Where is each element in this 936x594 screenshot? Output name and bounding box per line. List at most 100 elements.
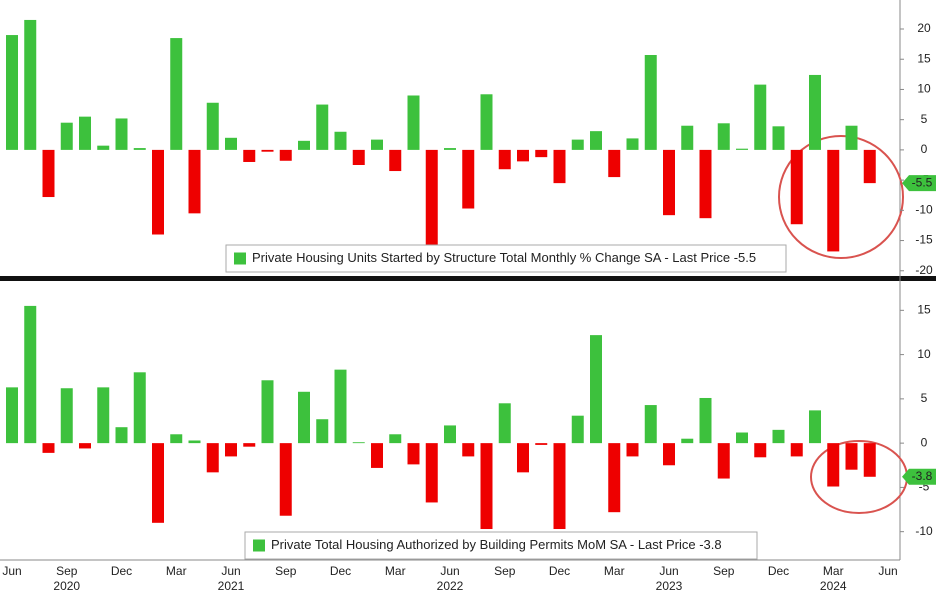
bar xyxy=(334,369,347,444)
bar xyxy=(553,443,566,530)
bar xyxy=(517,149,529,162)
bar xyxy=(571,139,584,150)
bar xyxy=(243,443,256,447)
x-tick-label: Jun xyxy=(221,564,240,578)
legend-swatch xyxy=(253,539,265,552)
bar xyxy=(699,397,712,444)
y-tick-label: -10 xyxy=(915,524,933,538)
bar xyxy=(626,443,639,457)
x-tick-label: Mar xyxy=(604,564,625,578)
bar xyxy=(133,372,146,444)
bar xyxy=(425,149,438,247)
bar xyxy=(352,149,365,165)
bar xyxy=(571,415,584,444)
bar xyxy=(298,391,310,444)
bar xyxy=(60,122,73,150)
bar xyxy=(115,118,128,150)
bar xyxy=(97,387,110,444)
bar xyxy=(498,149,511,170)
bar xyxy=(389,434,402,444)
x-year-label: 2021 xyxy=(218,579,245,593)
bar xyxy=(827,443,840,487)
bar xyxy=(754,443,767,458)
bar xyxy=(170,434,183,444)
bar xyxy=(699,149,712,219)
bar xyxy=(225,137,237,150)
bar xyxy=(133,148,146,150)
bar xyxy=(60,388,73,444)
legend-label: Private Housing Units Started by Structu… xyxy=(252,250,756,265)
bar xyxy=(608,149,621,178)
bar xyxy=(42,149,55,198)
last-price-marker xyxy=(902,175,936,192)
bar xyxy=(480,443,493,530)
bar xyxy=(608,443,621,513)
highlight-circle xyxy=(778,135,904,259)
bar xyxy=(535,149,548,158)
x-tick-label: Dec xyxy=(111,564,132,578)
bar xyxy=(772,429,785,444)
panel-separator xyxy=(0,276,936,281)
bar xyxy=(736,148,748,150)
bar xyxy=(407,95,420,150)
y-tick-label: 0 xyxy=(921,435,928,449)
bar xyxy=(553,149,566,184)
bar xyxy=(24,305,37,444)
y-tick-label: 10 xyxy=(917,347,931,361)
bar xyxy=(316,419,329,444)
x-year-label: 2024 xyxy=(820,579,847,593)
bar xyxy=(279,443,292,516)
bar xyxy=(407,443,420,465)
bar xyxy=(863,149,876,184)
x-tick-label: Sep xyxy=(713,564,735,578)
bar xyxy=(462,443,475,457)
bar xyxy=(863,443,876,477)
last-price-label: -5.5 xyxy=(912,175,933,189)
bar xyxy=(316,104,329,150)
bar xyxy=(334,131,347,150)
bar xyxy=(845,125,858,150)
legend-label: Private Total Housing Authorized by Buil… xyxy=(271,537,722,552)
y-tick-label: -15 xyxy=(915,233,933,247)
bar xyxy=(79,443,91,449)
bar xyxy=(225,443,237,457)
x-tick-label: Sep xyxy=(494,564,516,578)
bar xyxy=(809,74,821,150)
bar xyxy=(188,149,201,214)
bar xyxy=(371,139,383,150)
bar xyxy=(681,125,694,150)
bar xyxy=(188,440,201,444)
bar xyxy=(498,403,511,444)
bar xyxy=(152,149,164,235)
legend-swatch xyxy=(234,252,246,265)
y-tick-label: -10 xyxy=(915,203,933,217)
bar xyxy=(462,149,475,209)
bar xyxy=(772,126,785,150)
bar xyxy=(717,443,730,479)
bar xyxy=(97,145,110,150)
bar xyxy=(298,140,310,150)
bar xyxy=(590,335,602,444)
bar xyxy=(206,102,219,150)
bar xyxy=(261,380,274,444)
bar xyxy=(371,443,383,468)
last-price-label: -3.8 xyxy=(912,469,933,483)
bar xyxy=(644,405,657,444)
bar xyxy=(261,149,274,152)
bar xyxy=(6,387,18,444)
y-tick-label: -20 xyxy=(915,263,933,277)
x-tick-label: Mar xyxy=(823,564,844,578)
bar xyxy=(480,94,493,150)
bar xyxy=(626,138,639,150)
bar xyxy=(243,149,256,162)
bars xyxy=(6,305,876,530)
bar xyxy=(845,443,858,470)
bar xyxy=(79,116,91,150)
bar xyxy=(827,149,840,252)
bar xyxy=(444,425,456,444)
bar xyxy=(389,149,402,172)
x-year-label: 2022 xyxy=(437,579,464,593)
y-tick-label: 0 xyxy=(921,142,928,156)
y-tick-label: 15 xyxy=(917,51,931,65)
bar xyxy=(663,443,675,466)
